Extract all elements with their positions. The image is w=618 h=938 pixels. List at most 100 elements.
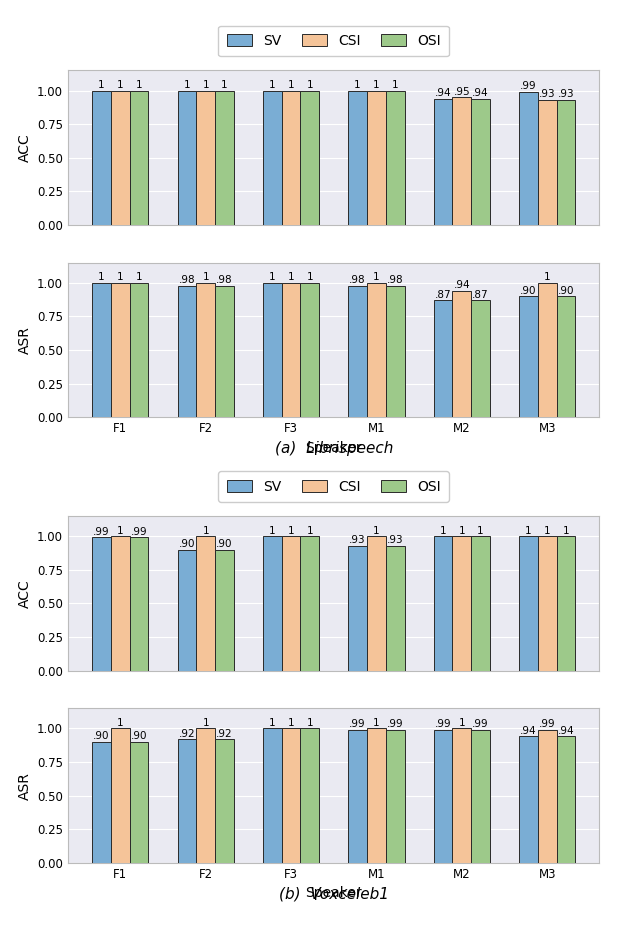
Text: 1: 1 bbox=[117, 80, 124, 90]
Bar bbox=[130, 283, 148, 417]
Bar bbox=[177, 739, 197, 863]
Bar bbox=[130, 537, 148, 671]
Text: .90: .90 bbox=[520, 286, 536, 295]
Bar bbox=[215, 285, 234, 417]
Text: 1: 1 bbox=[202, 718, 209, 728]
Text: 1: 1 bbox=[288, 272, 294, 282]
Bar bbox=[197, 729, 215, 863]
Bar bbox=[197, 91, 215, 225]
Bar bbox=[92, 283, 111, 417]
Text: 1: 1 bbox=[307, 80, 313, 90]
Bar bbox=[348, 91, 367, 225]
Bar bbox=[386, 91, 405, 225]
Bar bbox=[92, 537, 111, 671]
Text: 1: 1 bbox=[202, 272, 209, 282]
Bar bbox=[300, 537, 320, 671]
Text: 1: 1 bbox=[562, 525, 569, 536]
Text: .99: .99 bbox=[520, 82, 536, 91]
Bar bbox=[282, 537, 300, 671]
Bar bbox=[197, 283, 215, 417]
Bar bbox=[386, 285, 405, 417]
Bar bbox=[92, 742, 111, 863]
Bar bbox=[197, 537, 215, 671]
Text: 1: 1 bbox=[307, 525, 313, 536]
Text: 1: 1 bbox=[136, 272, 142, 282]
Text: .98: .98 bbox=[216, 275, 233, 285]
Bar bbox=[92, 91, 111, 225]
Bar bbox=[177, 285, 197, 417]
Bar bbox=[386, 546, 405, 671]
Legend: SV, CSI, OSI: SV, CSI, OSI bbox=[218, 25, 449, 56]
Bar bbox=[263, 729, 282, 863]
Text: 1: 1 bbox=[307, 718, 313, 728]
Bar bbox=[557, 100, 575, 225]
Text: 1: 1 bbox=[525, 525, 531, 536]
Bar bbox=[111, 537, 130, 671]
Text: .94: .94 bbox=[454, 280, 470, 291]
Text: 1: 1 bbox=[354, 80, 361, 90]
Text: .90: .90 bbox=[216, 539, 233, 549]
Bar bbox=[215, 739, 234, 863]
Bar bbox=[348, 285, 367, 417]
Text: 1: 1 bbox=[202, 525, 209, 536]
Text: .90: .90 bbox=[557, 286, 574, 295]
Text: 1: 1 bbox=[269, 525, 276, 536]
Bar bbox=[177, 550, 197, 671]
Text: 1: 1 bbox=[98, 272, 105, 282]
Bar bbox=[348, 730, 367, 863]
Text: 1: 1 bbox=[288, 718, 294, 728]
Bar bbox=[452, 729, 471, 863]
Bar bbox=[386, 730, 405, 863]
Text: .99: .99 bbox=[434, 719, 451, 729]
Bar bbox=[130, 742, 148, 863]
Text: (a)  Librispeech: (a) Librispeech bbox=[274, 441, 393, 456]
Bar bbox=[471, 537, 490, 671]
Text: 1: 1 bbox=[117, 272, 124, 282]
Bar bbox=[471, 98, 490, 225]
Bar bbox=[215, 91, 234, 225]
Text: 1: 1 bbox=[477, 525, 484, 536]
Bar bbox=[452, 537, 471, 671]
Text: .90: .90 bbox=[179, 539, 195, 549]
Text: 1: 1 bbox=[117, 525, 124, 536]
Bar bbox=[215, 550, 234, 671]
Bar bbox=[282, 91, 300, 225]
Bar bbox=[538, 730, 557, 863]
Y-axis label: ASR: ASR bbox=[17, 772, 32, 799]
Text: .99: .99 bbox=[131, 527, 148, 537]
Bar bbox=[367, 283, 386, 417]
Bar bbox=[263, 283, 282, 417]
Bar bbox=[557, 537, 575, 671]
Text: 1: 1 bbox=[288, 525, 294, 536]
Text: 1: 1 bbox=[184, 80, 190, 90]
Text: .98: .98 bbox=[179, 275, 195, 285]
Bar bbox=[177, 91, 197, 225]
Text: .99: .99 bbox=[472, 719, 489, 729]
Legend: SV, CSI, OSI: SV, CSI, OSI bbox=[218, 471, 449, 502]
Bar bbox=[367, 537, 386, 671]
Bar bbox=[130, 91, 148, 225]
Bar bbox=[300, 91, 320, 225]
Bar bbox=[538, 100, 557, 225]
Y-axis label: ASR: ASR bbox=[17, 326, 32, 354]
Bar bbox=[519, 92, 538, 225]
Text: 1: 1 bbox=[288, 80, 294, 90]
Text: .87: .87 bbox=[472, 290, 489, 300]
Bar bbox=[367, 729, 386, 863]
Text: .98: .98 bbox=[387, 275, 404, 285]
Text: 1: 1 bbox=[98, 80, 105, 90]
Bar bbox=[434, 537, 452, 671]
Text: .93: .93 bbox=[387, 535, 404, 545]
Bar bbox=[263, 91, 282, 225]
Text: 1: 1 bbox=[373, 525, 379, 536]
Text: .93: .93 bbox=[539, 89, 556, 99]
Text: 1: 1 bbox=[373, 272, 379, 282]
Text: .92: .92 bbox=[216, 729, 233, 738]
Text: .92: .92 bbox=[179, 729, 195, 738]
Y-axis label: ACC: ACC bbox=[17, 133, 32, 162]
Text: (b)  Voxceleb1: (b) Voxceleb1 bbox=[279, 886, 389, 901]
Text: .99: .99 bbox=[387, 719, 404, 729]
Text: .90: .90 bbox=[93, 732, 110, 741]
Text: .94: .94 bbox=[434, 88, 451, 98]
Text: .98: .98 bbox=[349, 275, 366, 285]
